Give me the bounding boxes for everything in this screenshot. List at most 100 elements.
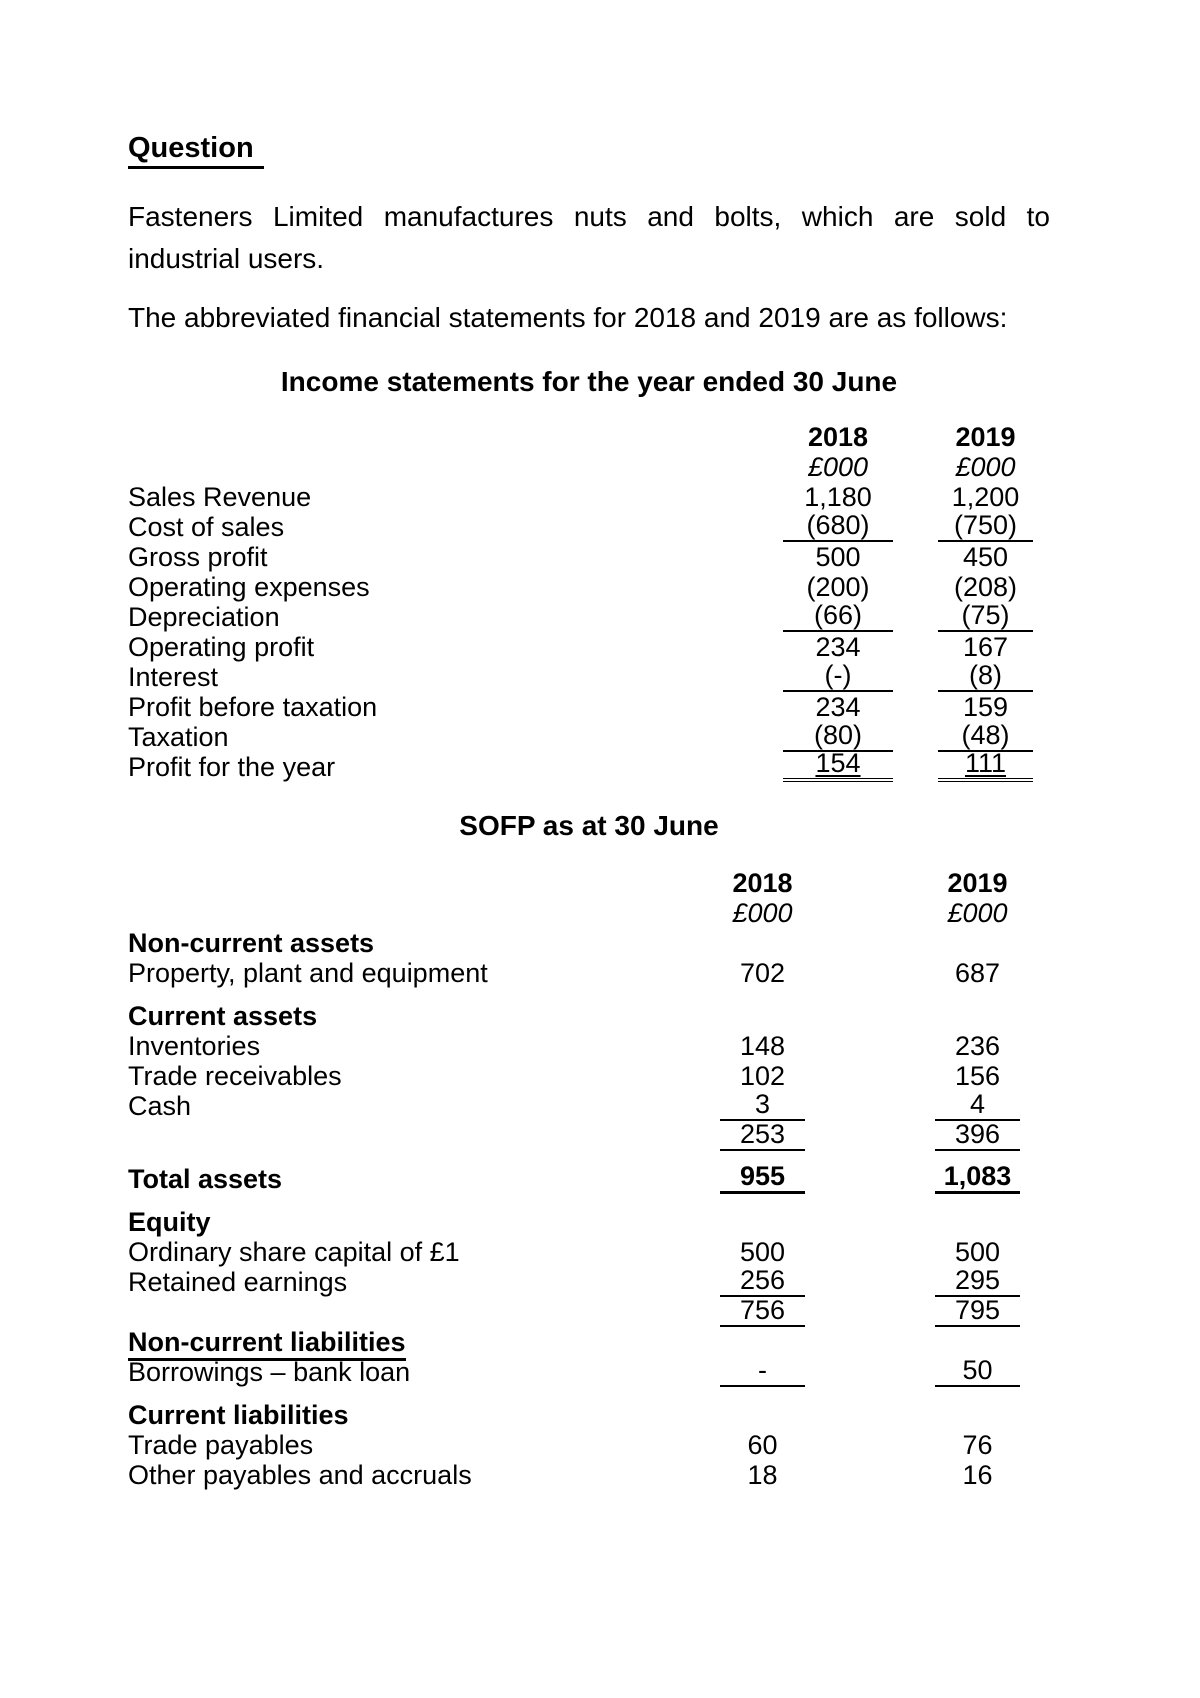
table-row: Gross profit 500 450: [128, 542, 1050, 572]
row-label-text: Operating expenses: [128, 572, 370, 602]
value-2018: (66): [783, 601, 893, 632]
year-header-2019: 2019: [947, 868, 1008, 898]
row-label: Interest: [128, 663, 783, 692]
value-2018: (680): [783, 511, 893, 542]
unit-header-2018: £000: [732, 898, 793, 928]
table-row: Property, plant and equipment 702 687: [128, 958, 1050, 988]
statements-paragraph: The abbreviated financial statements for…: [128, 302, 1008, 333]
row-label: Retained earnings: [128, 1268, 720, 1297]
unit-header-row: £000 £000: [128, 452, 1050, 482]
row-label: Current liabilities: [128, 1401, 720, 1430]
row-label: Cost of sales: [128, 513, 783, 542]
table-row: Trade payables 60 76: [128, 1430, 1050, 1460]
row-label-text: Sales Revenue: [128, 482, 312, 512]
row-label: Depreciation: [128, 603, 783, 632]
value-2018: 234: [815, 692, 861, 722]
table-row: Non-current assets: [128, 928, 1050, 958]
value-2019: 396: [935, 1120, 1020, 1151]
unit-header-2019: £000: [947, 898, 1008, 928]
row-label-text: Trade receivables: [128, 1061, 342, 1091]
value-2018: 1,180: [804, 482, 872, 512]
row-label-text: Other payables and accruals: [128, 1460, 472, 1490]
table-row: Interest (-) (8): [128, 661, 1050, 692]
value-2019: (208): [953, 572, 1018, 602]
table-row: Total assets 955 1,083: [128, 1162, 1050, 1194]
row-label: Cash: [128, 1092, 720, 1121]
row-label: Operating profit: [128, 633, 783, 662]
row-label-text: Profit before taxation: [128, 692, 378, 722]
row-label: Profit before taxation: [128, 693, 783, 722]
row-label-text: Depreciation: [128, 602, 280, 632]
row-label-text: Trade payables: [128, 1430, 314, 1460]
value-2019: 16: [962, 1460, 993, 1490]
table-row: Retained earnings 256 295: [128, 1266, 1050, 1297]
row-label: Taxation: [128, 723, 783, 752]
row-label-text: Ordinary share capital of £1: [128, 1237, 460, 1267]
value-2019: 50: [935, 1356, 1020, 1387]
table-row: Current liabilities: [128, 1400, 1050, 1430]
column-header-row: 2018 2019: [128, 868, 1050, 898]
table-row: Cash 3 4: [128, 1090, 1050, 1121]
table-row: Ordinary share capital of £1 500 500: [128, 1237, 1050, 1267]
value-2019: 4: [935, 1090, 1020, 1121]
column-header-row: 2018 2019: [128, 422, 1050, 452]
table-row: Profit before taxation 234 159: [128, 692, 1050, 722]
year-header-2018: 2018: [732, 868, 793, 898]
row-label: Ordinary share capital of £1: [128, 1238, 720, 1267]
value-2018: 500: [739, 1237, 786, 1267]
intro-paragraph: Fasteners Limited manufactures nuts and …: [128, 201, 1050, 274]
value-2019: (48): [938, 721, 1033, 752]
table-row: Current assets: [128, 1001, 1050, 1031]
row-label: Property, plant and equipment: [128, 959, 720, 988]
year-header-2018: 2018: [807, 422, 869, 452]
table-row: Equity: [128, 1207, 1050, 1237]
row-label-text: Current assets: [128, 1001, 318, 1031]
value-2018: (-): [783, 661, 893, 692]
table-row: Depreciation (66) (75): [128, 601, 1050, 632]
row-label: Total assets: [128, 1165, 720, 1194]
value-2018: 500: [815, 542, 861, 572]
row-label-text: Equity: [128, 1207, 211, 1237]
value-2018: 702: [739, 958, 786, 988]
value-2018: 253: [720, 1120, 805, 1151]
row-label: Operating expenses: [128, 573, 783, 602]
question-heading-text: Question: [128, 132, 264, 169]
value-2018: 756: [720, 1296, 805, 1327]
row-label: Trade payables: [128, 1431, 720, 1460]
table-row: Taxation (80) (48): [128, 721, 1050, 752]
value-2019: 795: [935, 1296, 1020, 1327]
value-2019: 159: [962, 692, 1009, 722]
row-label-text: Borrowings – bank loan: [128, 1357, 411, 1387]
value-2019: 687: [954, 958, 1001, 988]
value-2019: 236: [954, 1031, 1001, 1061]
table-row: Operating profit 234 167: [128, 632, 1050, 662]
row-label: Sales Revenue: [128, 483, 783, 512]
table-row: Non-current liabilities: [128, 1327, 1050, 1361]
table-row: Profit for the year 154 111: [128, 749, 1050, 782]
value-2018: 256: [720, 1266, 805, 1297]
value-2018: 18: [747, 1460, 778, 1490]
row-label-text: Retained earnings: [128, 1267, 348, 1297]
value-2018: (80): [783, 721, 893, 752]
value-2019: 167: [962, 632, 1009, 662]
table-row: Other payables and accruals 18 16: [128, 1460, 1050, 1490]
value-2018: 154: [783, 749, 893, 782]
question-heading: Question: [128, 132, 1050, 169]
value-2018: 234: [815, 632, 861, 662]
value-2019: (75): [938, 601, 1033, 632]
value-2019: 1,083: [935, 1162, 1020, 1194]
income-statement-table: 2018 2019 £000 £000 Sales Revenue 1,180 1,200 C…: [128, 422, 1050, 782]
row-label-text: Non-current assets: [128, 928, 375, 958]
value-2018: 102: [739, 1061, 786, 1091]
row-label-text: Taxation: [128, 722, 229, 752]
value-2019: 76: [962, 1430, 993, 1460]
row-label-text: Total assets: [128, 1164, 283, 1194]
unit-header-2018: £000: [807, 452, 869, 482]
year-header-2019: 2019: [955, 422, 1016, 452]
row-label: Profit for the year: [128, 753, 783, 782]
sofp-table: 2018 2019 £000 £000 Non-current assets Proper…: [128, 868, 1050, 1490]
row-label: Non-current liabilities: [128, 1327, 720, 1361]
row-label-text: Non-current liabilities: [128, 1327, 406, 1361]
value-2019: 1,200: [951, 482, 1020, 512]
